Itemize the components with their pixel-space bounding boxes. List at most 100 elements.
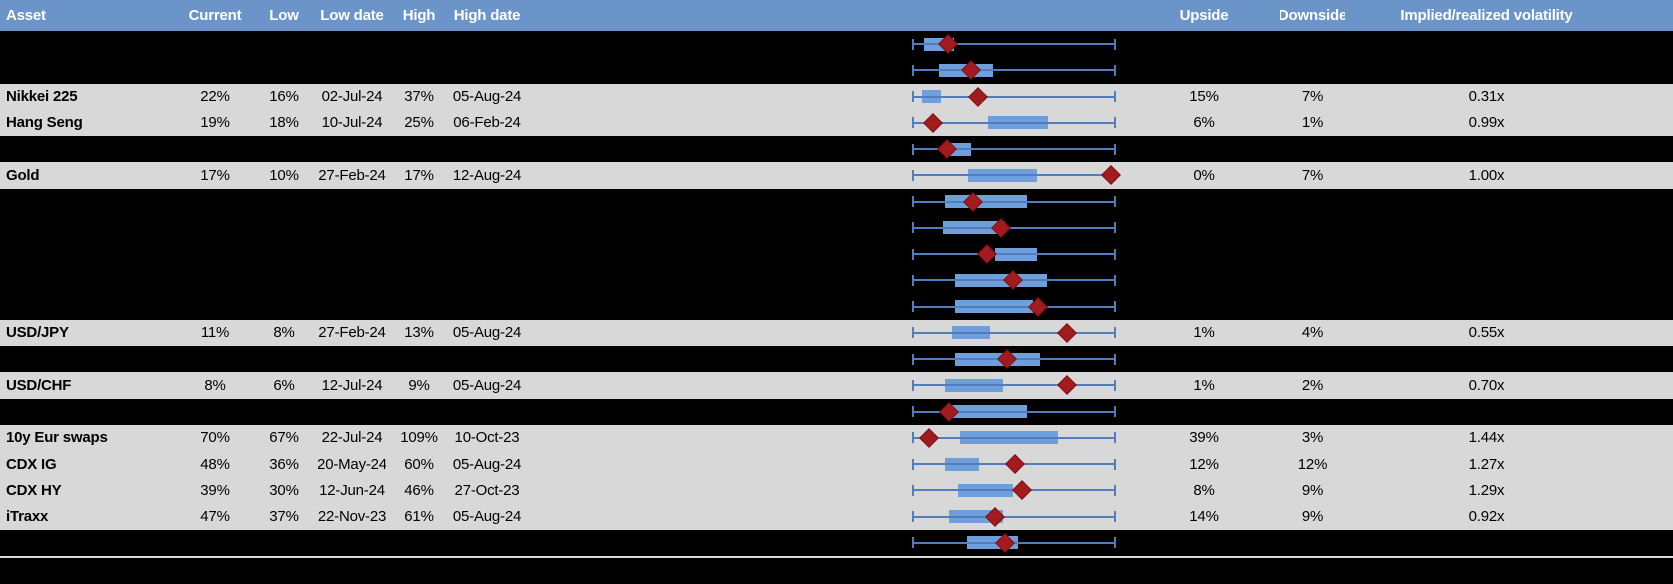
- high-date-cell: [452, 57, 522, 83]
- downside-cell: [1280, 267, 1345, 293]
- current-cell: 17%: [200, 166, 230, 184]
- asset-name-cell: CDX IG: [6, 455, 57, 473]
- spacer-cell: [522, 189, 900, 215]
- upside-cell: [1128, 530, 1280, 556]
- table-body: Nikkei 225 22% 16% 02-Jul-24 37% 05-Aug-24 15%…: [0, 31, 1673, 556]
- pad-cell: [1628, 530, 1673, 556]
- high-cell: [386, 346, 452, 372]
- asset-name-cell: [0, 346, 180, 372]
- whisker-cap-left: [912, 169, 914, 181]
- upside-cell: [1128, 399, 1280, 425]
- diamond-marker-icon: [1056, 322, 1077, 343]
- low-cell: [250, 189, 318, 215]
- low-cell: 30%: [269, 481, 299, 499]
- spacer-cell: [522, 425, 900, 451]
- asset-name-cell: USD/CHF: [6, 376, 72, 394]
- low-cell: [250, 346, 318, 372]
- high-date-cell: 27-Oct-23: [454, 481, 520, 499]
- range-boxplot-cell: [900, 84, 1128, 110]
- range-boxplot-cell: [900, 425, 1128, 451]
- high-cell: 60%: [404, 455, 434, 473]
- upside-cell: [1128, 241, 1280, 267]
- whisker-cap-right: [1114, 484, 1116, 496]
- downside-cell: 9%: [1301, 508, 1324, 526]
- high-cell: 9%: [408, 376, 430, 394]
- diamond-marker-icon: [919, 427, 940, 448]
- current-cell: [180, 31, 250, 57]
- spacer-cell: [522, 346, 900, 372]
- pad-cell: [1628, 189, 1673, 215]
- high-cell: [386, 267, 452, 293]
- col-header-low: Low: [269, 7, 299, 24]
- pad-cell: [1628, 346, 1673, 372]
- downside-cell: 3%: [1301, 429, 1324, 447]
- whisker-cap-right: [1114, 143, 1116, 155]
- low-date-cell: [318, 215, 386, 241]
- asset-name-cell: [0, 189, 180, 215]
- current-cell: 11%: [200, 324, 230, 342]
- low-cell: [250, 241, 318, 267]
- implied-realized-vol-cell: [1345, 346, 1628, 372]
- implied-realized-vol-cell: 0.31x: [1468, 88, 1505, 106]
- low-cell: [250, 136, 318, 162]
- current-cell: [180, 136, 250, 162]
- whisker-cap-left: [912, 353, 914, 365]
- whisker-cap-left: [912, 222, 914, 234]
- spacer-cell: [522, 84, 900, 110]
- high-date-cell: 05-Aug-24: [452, 88, 522, 106]
- diamond-marker-icon: [976, 244, 997, 265]
- current-cell: [180, 57, 250, 83]
- whisker-cap-right: [1114, 511, 1116, 523]
- high-date-cell: [452, 530, 522, 556]
- implied-realized-vol-cell: 0.92x: [1468, 508, 1505, 526]
- low-cell: 18%: [269, 114, 299, 132]
- diamond-marker-icon: [967, 86, 988, 107]
- downside-cell: [1280, 530, 1345, 556]
- current-cell: 48%: [200, 455, 230, 473]
- pad-cell: [1628, 267, 1673, 293]
- low-date-cell: 27-Feb-24: [318, 324, 386, 342]
- whisker-line: [912, 226, 1116, 229]
- spacer-cell: [522, 451, 900, 477]
- low-cell: 16%: [269, 88, 299, 106]
- pad-cell: [1628, 425, 1673, 451]
- downside-cell: [1280, 31, 1345, 57]
- upside-cell: 15%: [1189, 88, 1219, 106]
- spacer-cell: [522, 215, 900, 241]
- whisker-cap-right: [1114, 196, 1116, 208]
- range-boxplot-cell: [900, 451, 1128, 477]
- downside-cell: 4%: [1301, 324, 1324, 342]
- pad-cell: [1628, 241, 1673, 267]
- low-date-cell: [318, 241, 386, 267]
- low-cell: [250, 530, 318, 556]
- upside-cell: 12%: [1189, 455, 1219, 473]
- spacer-cell: [522, 57, 900, 83]
- range-boxplot-cell: [900, 294, 1128, 320]
- low-date-cell: [318, 294, 386, 320]
- spacer-cell: [522, 372, 900, 398]
- high-cell: [386, 215, 452, 241]
- downside-cell: [1280, 189, 1345, 215]
- spacer-cell: [522, 267, 900, 293]
- pad-cell: [1628, 110, 1673, 136]
- col-header-pad: [1628, 0, 1673, 31]
- asset-name-cell: Nikkei 225: [6, 88, 78, 106]
- table-row: 10y Eur swaps 70% 67% 22-Jul-24 109% 10-Oct-2…: [0, 424, 1673, 451]
- whisker-cap-right: [1114, 458, 1116, 470]
- asset-name-cell: USD/JPY: [6, 324, 69, 342]
- high-date-cell: [452, 346, 522, 372]
- range-boxplot-cell: [900, 215, 1128, 241]
- whisker-cap-right: [1114, 406, 1116, 418]
- high-cell: 37%: [404, 88, 434, 106]
- high-date-cell: [452, 215, 522, 241]
- whisker-line: [912, 384, 1116, 387]
- current-cell: [180, 267, 250, 293]
- range-boxplot-cell: [900, 189, 1128, 215]
- whisker-cap-right: [1114, 327, 1116, 339]
- low-date-cell: [318, 136, 386, 162]
- whisker-line: [912, 148, 1116, 151]
- spacer-cell: [522, 530, 900, 556]
- whisker-cap-left: [912, 432, 914, 444]
- col-header-downside: Downside: [1280, 7, 1345, 24]
- table-row-redacted: [0, 293, 1673, 320]
